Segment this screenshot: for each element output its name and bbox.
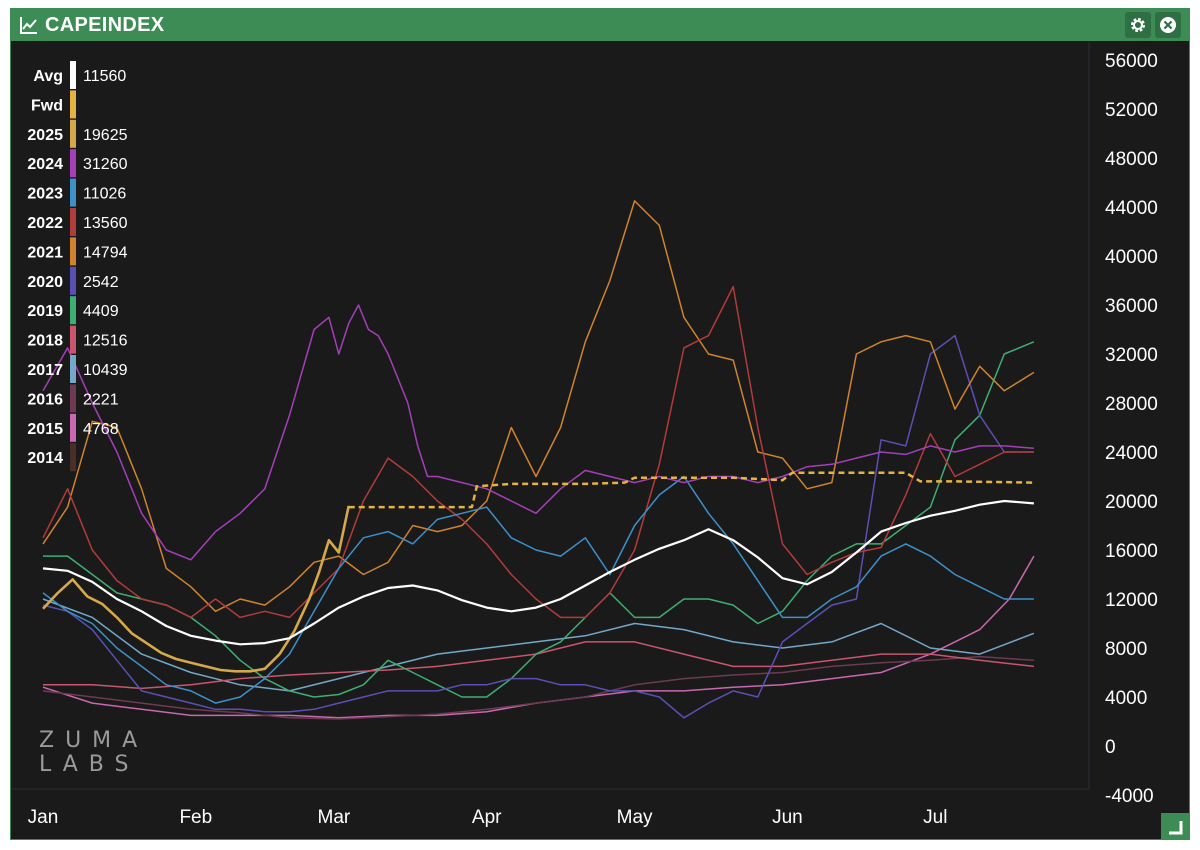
legend-value: 10439: [83, 362, 128, 379]
y-tick-label: 32000: [1105, 345, 1158, 366]
series-line-2025: [42, 505, 350, 673]
legend-swatch: [70, 443, 76, 472]
x-tick-label: Apr: [472, 807, 502, 828]
y-tick-label: 16000: [1105, 541, 1158, 562]
brand-line-2: LABS: [39, 752, 140, 777]
legend-swatch: [70, 384, 76, 413]
x-tick-label: Jan: [28, 807, 59, 828]
legend-value: 2221: [83, 391, 119, 408]
y-tick-label: 52000: [1105, 100, 1158, 121]
legend-value: 14794: [83, 244, 128, 261]
legend-value: 11026: [83, 186, 126, 203]
x-tick-label: Mar: [318, 807, 351, 828]
chart-window: 56000 52000 48000 44000 40000 36000 32000 28000…: [10, 8, 1190, 840]
legend-swatch: [70, 208, 76, 236]
series-line-2019: [43, 341, 1035, 698]
legend-label: 2016: [27, 391, 63, 408]
series-line-2017: [42, 598, 1035, 692]
legend-value: 4409: [83, 303, 119, 320]
close-button[interactable]: [1155, 12, 1181, 38]
legend-swatch: [70, 237, 76, 266]
y-tick-label: 8000: [1105, 639, 1147, 660]
legend-swatch: [70, 413, 76, 442]
legend-label: Avg: [33, 68, 63, 85]
legend-value: 13560: [83, 215, 128, 232]
x-tick-label: May: [617, 807, 653, 828]
series-line-2016: [42, 655, 1034, 720]
legend-label: 2018: [27, 333, 63, 350]
legend-swatch: [70, 149, 76, 178]
legend-swatch: [70, 325, 76, 354]
series-line-avg: [42, 499, 1034, 646]
legend-swatch: [70, 266, 76, 295]
brand-line-1: ZUMA: [39, 728, 149, 753]
y-tick-label: 40000: [1105, 247, 1158, 268]
close-icon: [1160, 17, 1176, 33]
window-title: CAPEINDEX: [45, 14, 165, 36]
x-tick-label: Jul: [923, 807, 947, 828]
title-bar: CAPEINDEX: [11, 9, 1189, 41]
y-tick-label: 24000: [1105, 443, 1158, 464]
legend-swatch: [70, 90, 76, 119]
line-chart: 5600052000480004400040000360003200028000…: [11, 42, 1158, 828]
legend-label: 2022: [27, 215, 63, 232]
legend-value: 2542: [83, 274, 119, 291]
legend-label: 2019: [27, 303, 63, 320]
legend-swatch: [70, 296, 76, 325]
legend-swatch: [70, 119, 76, 148]
legend-label: 2020: [27, 274, 63, 291]
brand-watermark: ZUMA LABS: [39, 729, 148, 777]
legend-label: 2024: [27, 156, 63, 173]
legend-swatch: [70, 355, 76, 383]
legend-label: Fwd: [31, 97, 63, 114]
legend-label: 2014: [27, 450, 63, 467]
y-tick-label: 0: [1105, 737, 1116, 758]
legend-label: 2021: [27, 244, 63, 261]
legend-swatch: [70, 178, 76, 207]
y-tick-label: 36000: [1105, 296, 1158, 317]
gear-icon: [1131, 18, 1145, 32]
x-tick-label: Jun: [772, 807, 803, 828]
resize-grip-icon: [1169, 821, 1183, 835]
series-line-2020: [42, 334, 1034, 719]
y-tick-label: 28000: [1105, 394, 1158, 415]
legend-value: 4768: [83, 421, 119, 438]
series-line-2021: [42, 200, 1035, 613]
x-tick-label: Feb: [179, 807, 212, 828]
resize-handle[interactable]: [1161, 813, 1189, 839]
legend-label: 2023: [27, 186, 63, 203]
legend-value: 31260: [83, 156, 128, 173]
y-tick-label: -4000: [1105, 786, 1154, 807]
legend-value: 19625: [83, 127, 128, 144]
legend-value: 11560: [83, 68, 126, 85]
legend-value: 12516: [83, 333, 128, 350]
legend-label: 2015: [27, 421, 63, 438]
series-line-2018: [43, 641, 1034, 690]
y-tick-label: 20000: [1105, 492, 1158, 513]
legend-swatch: [70, 61, 76, 89]
y-tick-label: 48000: [1105, 149, 1158, 170]
legend-label: 2017: [27, 362, 63, 379]
legend: Avg 11560 Fwd 2025 19625 2024 31260 2023 11026 20…: [27, 61, 128, 472]
series-line-fwd: [348, 471, 1034, 509]
series-line-2024: [42, 304, 1034, 561]
line-chart-icon: [20, 17, 37, 34]
series-line-2023: [42, 475, 1034, 704]
series-line-2022: [42, 285, 1034, 619]
y-tick-label: 12000: [1105, 590, 1158, 611]
series-group: [42, 200, 1035, 720]
y-tick-label: 56000: [1105, 51, 1158, 72]
settings-button[interactable]: [1125, 12, 1151, 38]
y-tick-label: 4000: [1105, 688, 1147, 709]
y-tick-label: 44000: [1105, 198, 1158, 219]
legend-label: 2025: [27, 127, 63, 144]
